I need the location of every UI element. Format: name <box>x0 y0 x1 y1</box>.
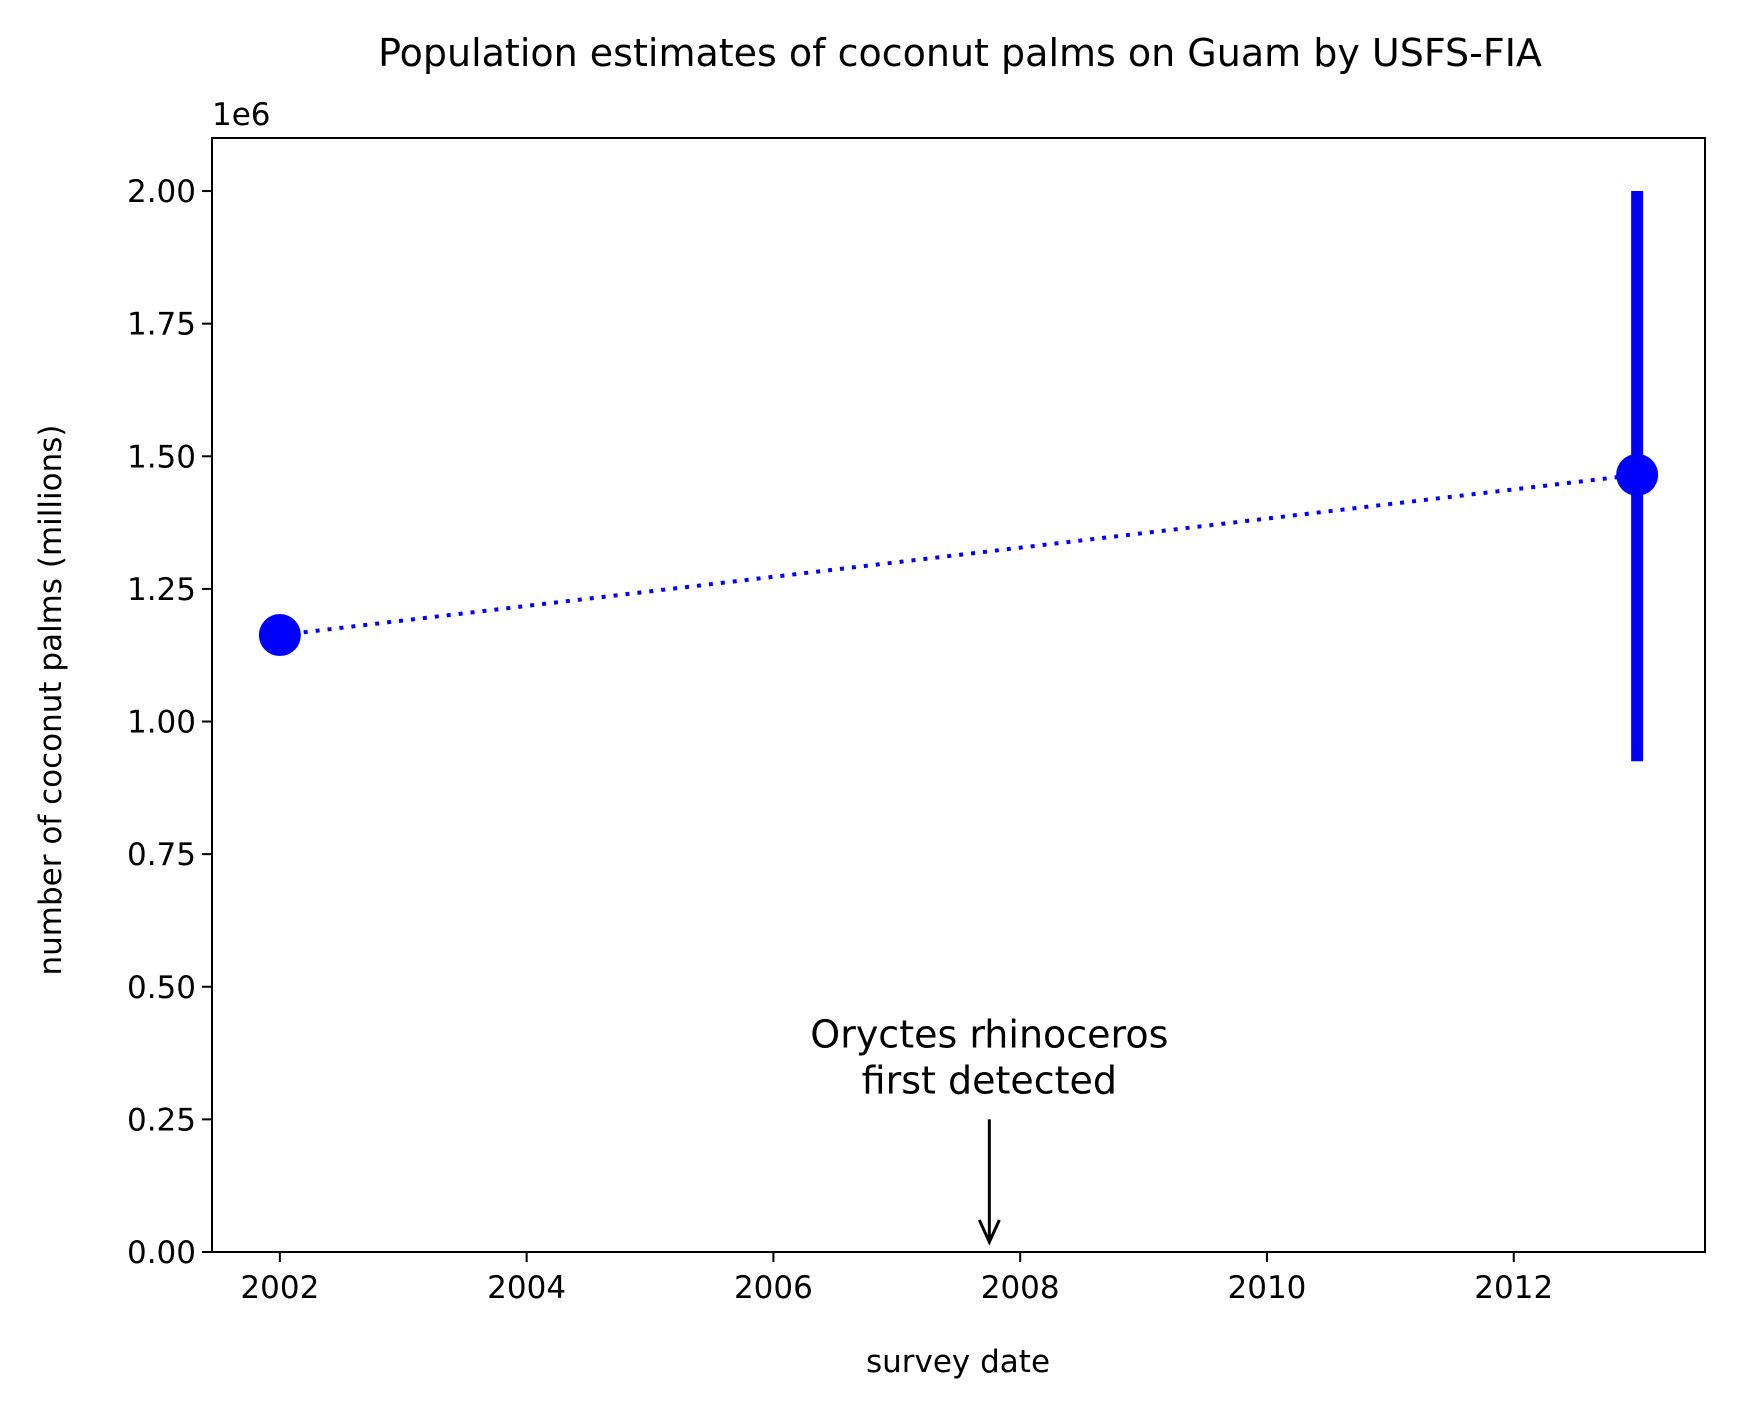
plot-frame <box>211 137 1706 1253</box>
y-tick-label: 0.50 <box>127 970 196 1006</box>
annotation-text: Oryctes rhinoceros <box>810 1012 1168 1056</box>
y-tick-label: 1.50 <box>127 439 196 475</box>
y-offset-label: 1e6 <box>212 97 271 133</box>
x-tick-label: 2002 <box>240 1270 319 1306</box>
x-tick-label: 2012 <box>1474 1270 1553 1306</box>
labels: Population estimates of coconut palms on… <box>33 31 1542 1380</box>
chart-title: Population estimates of coconut palms on… <box>378 31 1542 75</box>
x-tick-label: 2008 <box>981 1270 1060 1306</box>
axes: 2002 2004 2006 2008 2010 2012 0.00 0.25 0.50 0.75… <box>127 137 1706 1306</box>
series-line <box>279 472 1638 638</box>
y-tick-label: 1.25 <box>127 572 196 608</box>
y-tick-label: 0.00 <box>127 1235 196 1271</box>
y-tick-label: 0.75 <box>127 837 196 873</box>
annotation-arrow-head <box>977 1219 1001 1246</box>
y-axis-label: number of coconut palms (millions) <box>33 425 69 976</box>
y-tick-label: 1.00 <box>127 705 196 741</box>
x-axis-label: survey date <box>866 1344 1050 1380</box>
data-point <box>258 614 301 657</box>
x-tick-label: 2004 <box>487 1270 566 1306</box>
x-tick-label: 2010 <box>1228 1270 1307 1306</box>
y-tick-label: 1.75 <box>127 307 196 343</box>
y-tick-label: 2.00 <box>127 174 196 210</box>
annotation-text: first detected <box>862 1058 1117 1102</box>
data-point <box>1616 453 1659 496</box>
y-tick-label: 0.25 <box>127 1102 196 1138</box>
x-tick-label: 2006 <box>734 1270 813 1306</box>
